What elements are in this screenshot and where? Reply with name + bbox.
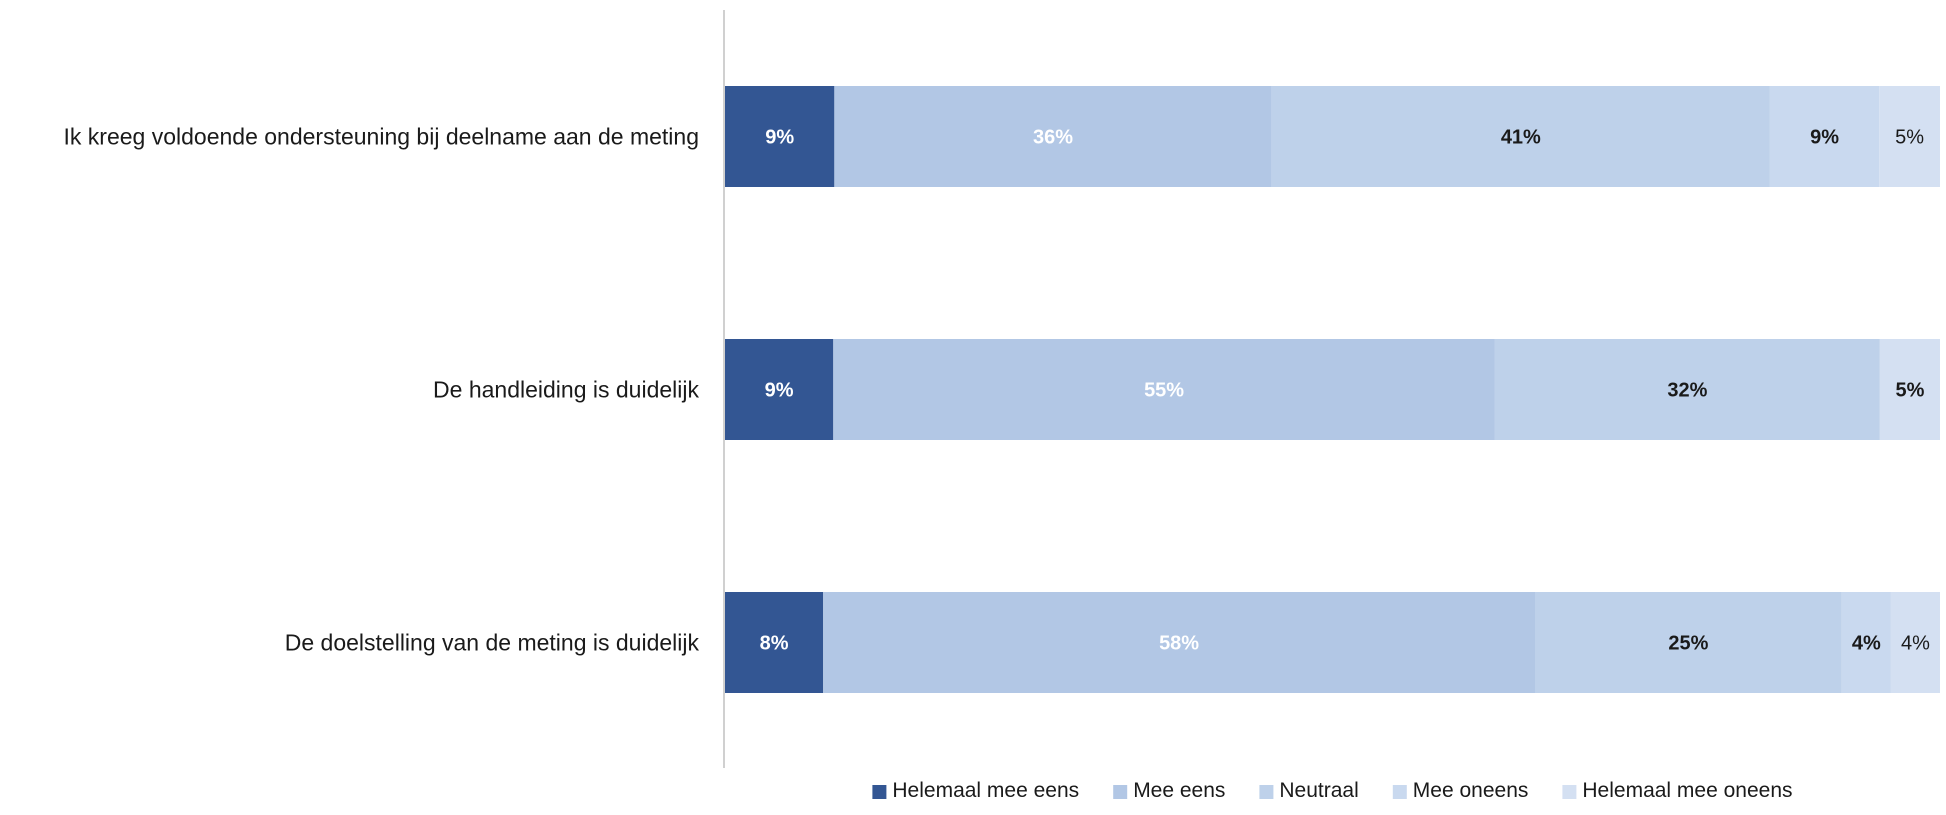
data-label: 41% — [1501, 127, 1541, 149]
bar-segment-1-2 — [834, 86, 1272, 187]
bar-segment-1-3 — [1271, 86, 1770, 187]
legend-swatch — [872, 785, 887, 799]
bar-segment-3-2 — [823, 592, 1535, 693]
bars-layer: 9% 36% 41% 9% 5% 9% 55% 32% 5% 8% 58% 25% 4% 4% — [725, 86, 1940, 693]
category-labels: Ik kreeg voldoende ondersteuning bij dee… — [64, 124, 700, 656]
data-label: 36% — [1033, 127, 1073, 149]
legend-label: Mee oneens — [1413, 779, 1529, 802]
legend-swatch — [1562, 785, 1577, 799]
data-label: 4% — [1852, 633, 1881, 655]
bar-segment-3-3 — [1535, 592, 1842, 693]
legend-swatch — [1113, 785, 1128, 799]
legend-label: Helemaal mee eens — [892, 779, 1079, 802]
legend-swatch — [1259, 785, 1274, 799]
data-label: 5% — [1895, 380, 1924, 402]
data-label: 4% — [1901, 633, 1930, 655]
legend-item: Mee eens — [1113, 779, 1225, 802]
bar-segment-1-5 — [1879, 86, 1940, 187]
data-label: 9% — [1810, 127, 1839, 149]
data-label: 58% — [1159, 633, 1199, 655]
bar-segment-3-4 — [1841, 592, 1891, 693]
bar-segment-2-3 — [1494, 339, 1880, 440]
data-label: 25% — [1668, 633, 1708, 655]
bar-segment-2-5 — [1879, 339, 1940, 440]
category-label: De doelstelling van de meting is duideli… — [285, 630, 700, 656]
legend: Helemaal mee eens Mee eens Neutraal Mee one… — [872, 779, 1793, 802]
category-label: Ik kreeg voldoende ondersteuning bij dee… — [64, 124, 700, 150]
data-label: 9% — [765, 127, 794, 149]
legend-item: Helemaal mee oneens — [1562, 779, 1793, 802]
data-label: 55% — [1144, 380, 1184, 402]
bar-segment-1-4 — [1769, 86, 1880, 187]
data-label: 9% — [765, 380, 794, 402]
legend-label: Neutraal — [1279, 779, 1358, 802]
bar-segment-2-2 — [833, 339, 1495, 440]
legend-item: Neutraal — [1259, 779, 1359, 802]
category-label: De handleiding is duidelijk — [433, 377, 699, 403]
legend-swatch — [1392, 785, 1407, 799]
legend-item: Helemaal mee eens — [872, 779, 1079, 802]
bar-segment-1-1 — [725, 86, 835, 187]
data-label: 5% — [1895, 127, 1924, 149]
data-label: 8% — [760, 633, 789, 655]
bar-segment-2-1 — [725, 339, 834, 440]
legend-item: Mee oneens — [1392, 779, 1529, 802]
legend-label: Helemaal mee oneens — [1582, 779, 1792, 802]
bar-segment-3-5 — [1890, 592, 1940, 693]
data-label: 32% — [1667, 380, 1707, 402]
bar-segment-3-1 — [725, 592, 824, 693]
legend-label: Mee eens — [1133, 779, 1225, 802]
